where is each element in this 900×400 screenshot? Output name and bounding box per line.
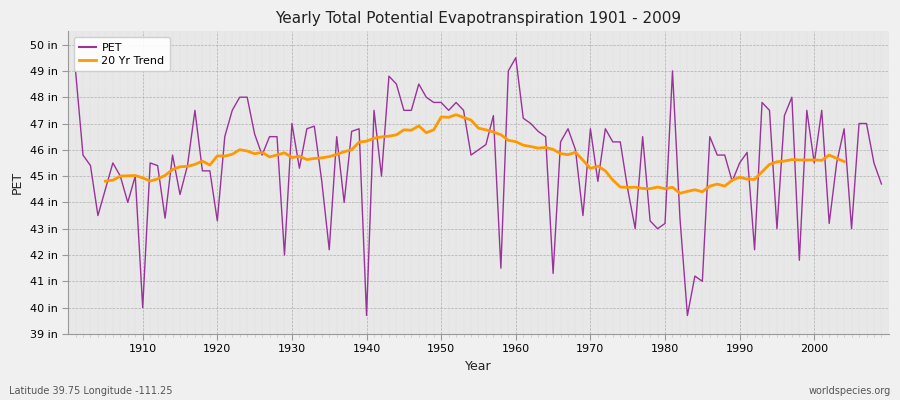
PET — [70, 68, 81, 73]
PET — [518, 116, 528, 121]
20 Yr Trend — [548, 147, 559, 152]
20 Yr Trend — [675, 191, 686, 196]
20 Yr Trend — [816, 158, 827, 163]
Line: PET: PET — [76, 58, 881, 316]
Title: Yearly Total Potential Evapotranspiration 1901 - 2009: Yearly Total Potential Evapotranspiratio… — [275, 11, 681, 26]
PET — [338, 200, 349, 205]
20 Yr Trend — [272, 152, 283, 157]
X-axis label: Year: Year — [465, 360, 491, 373]
PET — [526, 121, 536, 126]
20 Yr Trend — [100, 179, 111, 184]
Text: Latitude 39.75 Longitude -111.25: Latitude 39.75 Longitude -111.25 — [9, 386, 173, 396]
PET — [361, 313, 372, 318]
Text: worldspecies.org: worldspecies.org — [809, 386, 891, 396]
20 Yr Trend — [488, 130, 499, 134]
PET — [876, 182, 886, 186]
20 Yr Trend — [794, 158, 805, 162]
PET — [130, 174, 140, 178]
20 Yr Trend — [242, 148, 253, 153]
PET — [294, 166, 305, 171]
Legend: PET, 20 Yr Trend: PET, 20 Yr Trend — [74, 37, 170, 72]
20 Yr Trend — [839, 159, 850, 164]
20 Yr Trend — [451, 112, 462, 117]
PET — [615, 140, 626, 144]
Line: 20 Yr Trend: 20 Yr Trend — [105, 115, 844, 193]
Y-axis label: PET: PET — [11, 171, 24, 194]
PET — [510, 55, 521, 60]
